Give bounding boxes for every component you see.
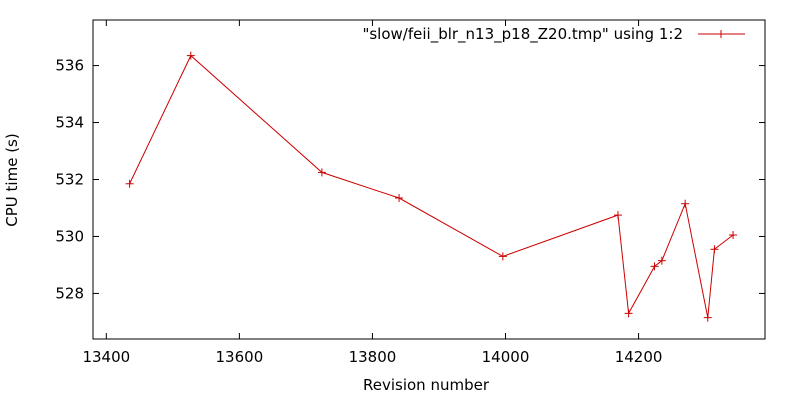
y-axis-label: CPU time (s) <box>3 133 21 226</box>
axis-ticks <box>93 20 765 339</box>
data-point <box>710 245 719 254</box>
series-line <box>129 54 734 318</box>
data-point <box>657 256 666 265</box>
data-point <box>650 262 659 271</box>
y-tick-label: 536 <box>55 57 84 75</box>
legend: "slow/feii_blr_n13_p18_Z20.tmp" using 1:… <box>362 25 745 44</box>
data-point <box>125 179 134 188</box>
x-tick-label: 13800 <box>349 348 397 366</box>
y-tick-label: 532 <box>55 171 84 189</box>
tick-labels: 13400 13600 13800 14000 14200 528 530 532 534 536 <box>55 57 662 366</box>
data-point <box>681 199 690 208</box>
x-axis-label: Revision number <box>363 376 490 394</box>
data-point <box>186 51 195 60</box>
y-tick-label: 530 <box>55 227 84 245</box>
data-point <box>624 309 633 318</box>
data-point <box>703 313 712 322</box>
legend-label: "slow/feii_blr_n13_p18_Z20.tmp" using 1:… <box>362 25 683 44</box>
x-tick-label: 14000 <box>482 348 530 366</box>
data-point <box>613 211 622 220</box>
y-tick-label: 534 <box>55 114 84 132</box>
y-tick-label: 528 <box>55 284 84 302</box>
plot-frame <box>92 19 766 340</box>
data-point <box>498 252 507 261</box>
data-point <box>729 231 738 240</box>
series-layer <box>125 51 738 322</box>
data-point <box>317 168 326 177</box>
x-tick-label: 13600 <box>216 348 264 366</box>
data-point <box>395 194 404 203</box>
legend-marker <box>717 30 725 38</box>
x-tick-label: 13400 <box>82 348 130 366</box>
x-tick-label: 14200 <box>615 348 663 366</box>
